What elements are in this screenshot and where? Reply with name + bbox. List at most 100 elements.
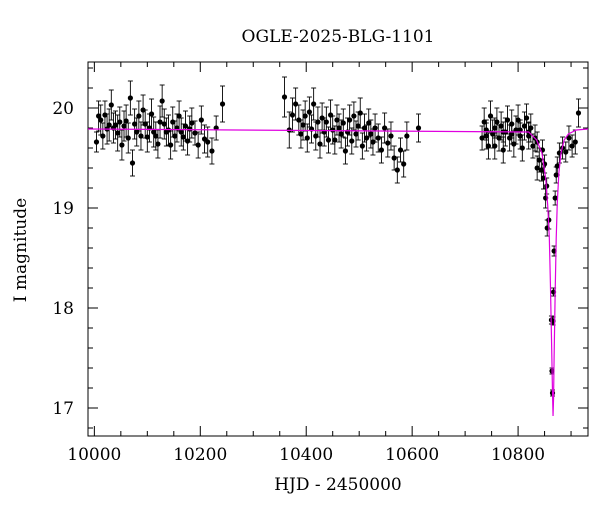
data-point <box>330 127 336 133</box>
data-point <box>125 135 131 141</box>
data-point <box>540 175 547 181</box>
y-tick-label: 19 <box>52 199 74 219</box>
data-point <box>184 138 191 144</box>
data-point <box>323 119 329 125</box>
data-point <box>572 139 578 145</box>
data-point <box>134 129 140 135</box>
data-point <box>205 139 211 145</box>
data-point <box>364 135 370 141</box>
data-point <box>479 135 485 141</box>
data-point <box>391 155 397 161</box>
data-point <box>117 119 123 125</box>
data-point <box>198 117 204 123</box>
data-point <box>554 163 560 169</box>
data-point <box>180 134 186 140</box>
data-point <box>176 113 182 119</box>
data-point <box>306 109 312 115</box>
data-point <box>106 122 112 128</box>
y-tick-label: 20 <box>52 99 74 119</box>
data-point <box>500 147 506 153</box>
data-point <box>361 125 368 131</box>
data-point <box>355 123 361 129</box>
data-point <box>140 107 146 113</box>
data-point <box>121 123 127 129</box>
data-point <box>382 125 388 131</box>
data-point <box>161 121 167 127</box>
data-point <box>153 133 159 139</box>
x-tick-label: 10400 <box>279 445 333 465</box>
data-point <box>325 137 332 143</box>
data-point <box>401 161 407 167</box>
data-point <box>100 133 106 139</box>
data-point <box>338 131 344 137</box>
data-point <box>304 135 310 141</box>
data-point <box>327 112 334 118</box>
data-point <box>151 129 157 135</box>
x-tick-labels: 10000 10200 10400 10600 10800 <box>67 445 545 465</box>
data-point <box>575 110 582 116</box>
data-point <box>404 133 410 139</box>
model-curve <box>87 128 589 417</box>
x-tick-label: 10800 <box>491 445 545 465</box>
data-point <box>317 141 323 147</box>
data-point <box>172 133 178 139</box>
data-point <box>498 123 504 129</box>
data-point <box>136 113 142 119</box>
data-point <box>397 147 404 153</box>
data-point <box>394 167 400 173</box>
data-point <box>526 133 532 139</box>
data-point <box>487 113 494 119</box>
data-point <box>300 122 306 128</box>
data-point <box>563 149 569 155</box>
data-point <box>115 130 121 136</box>
chart-title: OGLE-2025-BLG-1101 <box>242 27 435 47</box>
data-point <box>108 102 114 108</box>
data-point <box>359 143 365 149</box>
data-point <box>494 119 500 125</box>
data-point <box>332 137 338 143</box>
data-point <box>528 125 534 131</box>
data-point <box>127 95 133 101</box>
y-tick-label: 18 <box>52 299 74 319</box>
data-point <box>155 141 161 147</box>
data-point <box>536 157 542 163</box>
data-point <box>509 121 515 127</box>
data-point <box>336 125 342 131</box>
data-point <box>209 148 215 154</box>
data-point <box>313 133 319 139</box>
data-point <box>132 121 138 127</box>
data-point <box>353 131 359 137</box>
data-point <box>553 172 559 178</box>
data-point <box>340 120 346 126</box>
x-tick-label: 10600 <box>385 445 439 465</box>
data-point <box>170 119 176 125</box>
data-point <box>385 140 391 146</box>
data-point <box>492 125 498 131</box>
data-point <box>517 133 523 139</box>
data-point <box>144 134 150 140</box>
data-point <box>372 125 378 131</box>
data-point <box>189 120 195 126</box>
data-point <box>98 117 104 123</box>
data-point <box>511 141 517 147</box>
data-point <box>187 126 193 132</box>
plot-frame <box>87 61 589 437</box>
data-point <box>517 127 523 133</box>
y-tick-labels: 17 18 19 20 <box>52 99 74 419</box>
data-point <box>142 121 148 127</box>
data-point <box>148 111 155 117</box>
data-point <box>112 122 119 128</box>
data-point <box>490 131 496 137</box>
data-point <box>311 101 317 107</box>
data-point <box>509 131 515 137</box>
data-point <box>492 143 498 149</box>
data-point <box>569 143 575 149</box>
data-point <box>293 101 299 107</box>
data-point <box>496 135 502 141</box>
data-point <box>315 119 321 125</box>
data-point <box>485 143 492 149</box>
data-point <box>368 131 374 137</box>
data-point <box>129 160 136 166</box>
data-point <box>515 117 521 123</box>
